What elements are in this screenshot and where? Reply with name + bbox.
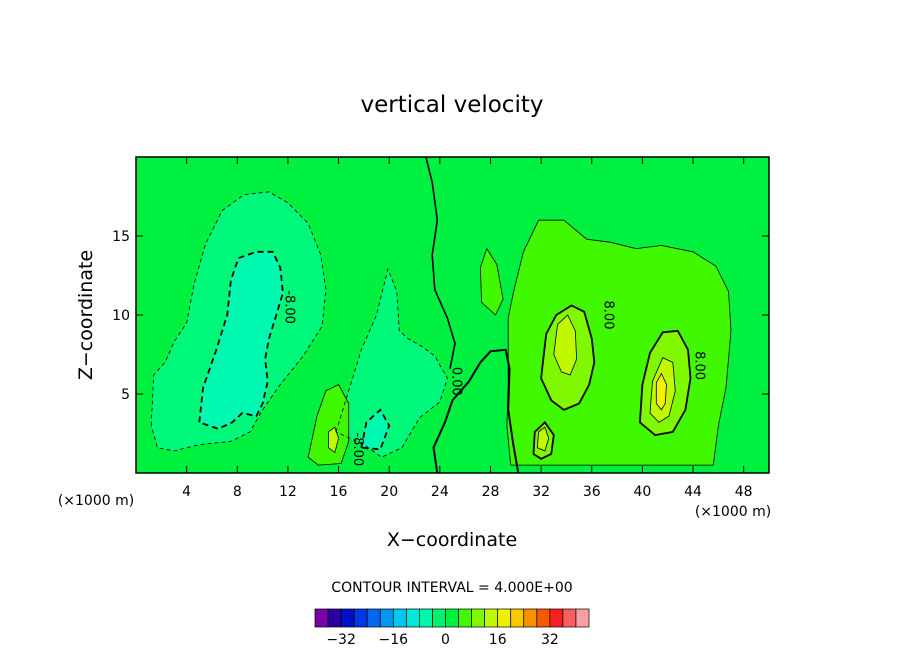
- x-axis-ticks: 4 8 12 16 20 24 28 32 36 40 44 48: [182, 157, 753, 500]
- pos16-region-core-contour: [655, 372, 667, 411]
- contour-labels: -8.00 0.00 -8.00 8.00 8.00: [281, 290, 706, 466]
- colorbar-cell-17: [536, 608, 551, 628]
- y-axis-label: Z−coordinate: [75, 250, 97, 380]
- colorbar-tick-label-1: −16: [379, 632, 409, 648]
- colorbar-tick-label-2: 0: [441, 632, 450, 648]
- colorbar-cell-20: [575, 608, 590, 628]
- x-tick-label-8: 8: [233, 484, 242, 500]
- pos8-region-east-contour: [638, 329, 692, 437]
- neg8-region-core-contour: [198, 250, 284, 430]
- contour-lines: [150, 157, 732, 473]
- pos8-region-south-contour: [532, 421, 555, 460]
- pos12-region-north: [553, 315, 577, 375]
- x-unit-label-left: (×1000 m): [58, 493, 134, 509]
- contour-label-2: -8.00: [350, 432, 365, 466]
- colorbar-tick-label-3: 16: [489, 632, 507, 648]
- pos4-region-blob: [480, 248, 504, 315]
- chart-title: vertical velocity: [361, 92, 544, 118]
- colorbar-cell-0: [314, 608, 329, 628]
- y-tick-label-10: 10: [112, 308, 130, 324]
- colorbar-cell-7: [405, 608, 420, 628]
- pos12-region-low-contour: [327, 426, 340, 454]
- x-tick-label-32: 32: [532, 484, 550, 500]
- x-tick-label-48: 48: [735, 484, 753, 500]
- y-tick-label-15: 15: [112, 229, 130, 245]
- colorbar-tick-label-4: 32: [541, 632, 559, 648]
- contour-label-3: 8.00: [600, 301, 615, 330]
- colorbar-tick-labels: −32 −16 0 16 32: [326, 632, 558, 648]
- x-tick-label-24: 24: [431, 484, 449, 500]
- colorbar-cell-14: [497, 608, 512, 628]
- zero-contour-north: [425, 157, 456, 369]
- y-tick-label-5: 5: [121, 387, 130, 403]
- contour-label-1: 0.00: [449, 367, 464, 396]
- colorbar-cell-6: [392, 608, 407, 628]
- colorbar-cell-12: [471, 608, 485, 628]
- pos12-region-east-contour: [649, 357, 676, 423]
- pos4-region-east-contour: [506, 219, 732, 466]
- x-tick-label-44: 44: [684, 484, 702, 500]
- colorbar-cell-4: [366, 608, 381, 628]
- pos12-region-north-contour: [553, 314, 578, 376]
- x-tick-label-36: 36: [583, 484, 601, 500]
- colorbar-cell-11: [458, 608, 472, 628]
- colorbar: [314, 608, 590, 628]
- pos12-region-south-contour: [536, 426, 550, 452]
- x-axis-label: X−coordinate: [387, 529, 517, 551]
- x-tick-label-20: 20: [380, 484, 398, 500]
- pos4-region-blob-contour: [479, 247, 504, 316]
- x-tick-label-40: 40: [633, 484, 651, 500]
- y-axis-ticks: 5 10 15: [112, 229, 769, 403]
- contour-label-0: -8.00: [281, 290, 296, 324]
- pos4-region-low-contour: [307, 383, 350, 466]
- colorbar-cell-16: [523, 608, 538, 628]
- neg8-region-small: [361, 409, 390, 450]
- neg8-region-core: [199, 251, 283, 429]
- zero-contour-line: [432, 348, 520, 473]
- x-tick-label-4: 4: [182, 484, 191, 500]
- colorbar-cell-19: [562, 608, 577, 628]
- colorbar-cell-15: [510, 608, 525, 628]
- colorbar-cell-10: [445, 608, 459, 628]
- contour-field: [151, 191, 731, 466]
- colorbar-cell-1: [327, 608, 342, 628]
- neg4-region-mid: [336, 269, 448, 458]
- colorbar-cell-18: [549, 608, 564, 628]
- contour-label-4: 8.00: [692, 351, 707, 380]
- colorbar-cell-3: [353, 608, 368, 628]
- colorbar-cell-5: [379, 608, 394, 628]
- pos16-region-core: [656, 373, 667, 410]
- neg8-region-small-contour: [360, 408, 391, 451]
- colorbar-cell-13: [484, 608, 499, 628]
- colorbar-cell-2: [340, 608, 355, 628]
- pos4-region-low: [308, 384, 349, 466]
- pos8-region-north-contour: [540, 304, 596, 411]
- neg4-region-west-contour: [150, 191, 327, 452]
- contour-interval-text: CONTOUR INTERVAL = 4.000E+00: [331, 580, 572, 596]
- pos12-region-low: [328, 427, 339, 453]
- pos12-region-south: [537, 427, 549, 451]
- colorbar-tick-label-0: −32: [326, 632, 356, 648]
- x-unit-label-right: (×1000 m): [695, 504, 771, 520]
- x-tick-label-28: 28: [482, 484, 500, 500]
- colorbar-cell-9: [432, 608, 446, 628]
- x-tick-label-12: 12: [279, 484, 297, 500]
- x-tick-label-16: 16: [330, 484, 348, 500]
- neg4-region-mid-contour: [335, 267, 448, 458]
- colorbar-cell-8: [419, 608, 433, 628]
